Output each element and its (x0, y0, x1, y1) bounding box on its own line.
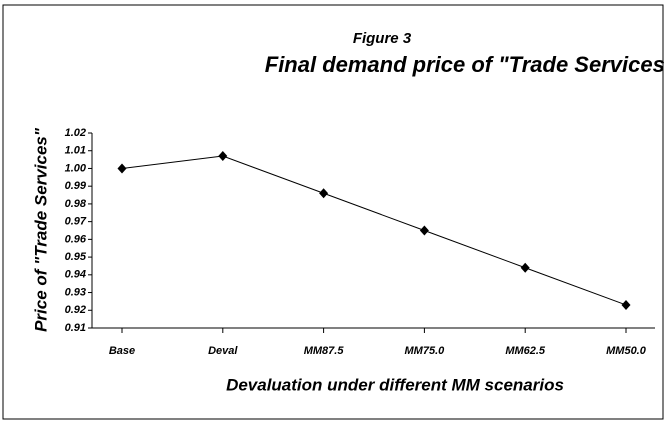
y-tick-label: 1.00 (65, 162, 87, 174)
x-axis-label: Devaluation under different MM scenarios (226, 375, 564, 394)
x-tick-label: MM75.0 (405, 345, 446, 357)
y-tick-label: 0.93 (65, 286, 86, 298)
x-tick-label: MM62.5 (505, 345, 546, 357)
y-tick-label: 1.02 (65, 127, 86, 139)
y-axis-label: Price of "Trade Services" (31, 127, 50, 332)
y-tick-label: 0.98 (65, 198, 87, 210)
x-tick-label: MM50.0 (606, 345, 647, 357)
point (621, 299, 631, 310)
y-tick-label: 0.97 (65, 216, 87, 228)
point (218, 151, 228, 162)
point (419, 225, 429, 236)
x-tick-label: MM87.5 (304, 345, 345, 357)
y-tick-label: 0.96 (65, 233, 87, 245)
point (319, 188, 329, 199)
y-tick-label: 0.95 (65, 251, 87, 263)
y-tick-label: 0.99 (65, 180, 87, 192)
y-tick-label: 0.92 (65, 304, 86, 316)
y-tick-label: 0.94 (65, 269, 86, 281)
chart-subtitle: Final demand price of "Trade Services" (265, 52, 667, 77)
x-tick-label: Deval (208, 345, 238, 357)
frame (2, 4, 664, 420)
point (520, 262, 530, 273)
y-tick-label: 1.01 (65, 145, 86, 157)
line (121, 155, 627, 306)
x-tick-label: Base (109, 345, 135, 357)
y-tick-label: 0.91 (65, 322, 86, 334)
chart-title: Figure 3 (353, 30, 412, 47)
point (117, 163, 127, 174)
